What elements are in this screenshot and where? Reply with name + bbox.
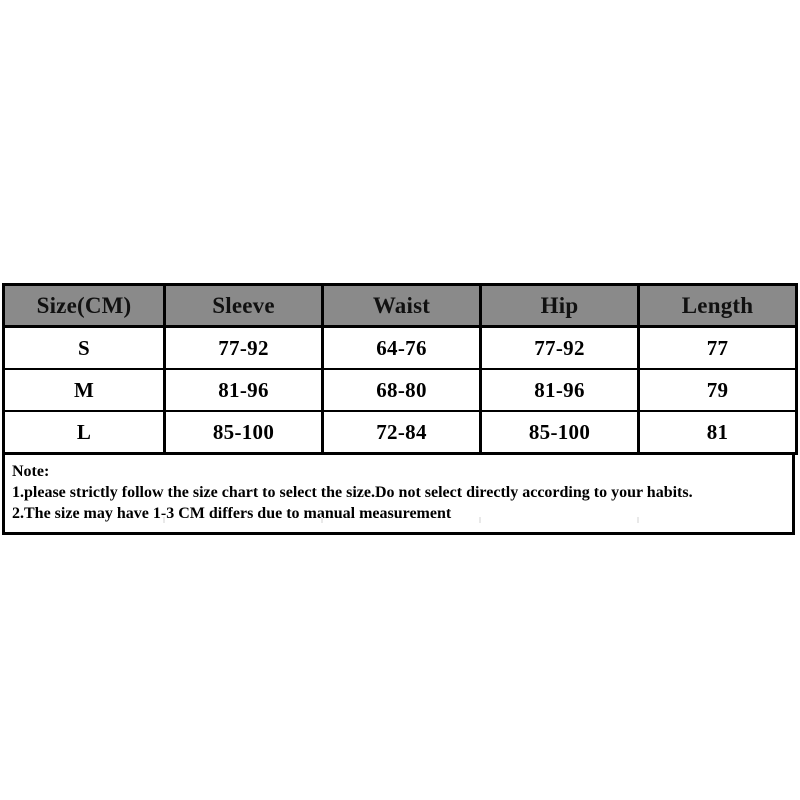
table-body: S 77-92 64-76 77-92 77 M 81-96 68-80 81-… [3, 326, 797, 455]
cell-hip: 85-100 [480, 411, 640, 455]
note-heading: Note: [12, 463, 50, 480]
cell-size: L [3, 411, 166, 455]
cell-sleeve: 85-100 [164, 411, 324, 455]
cell-sleeve: 81-96 [164, 369, 324, 412]
cell-sleeve: 77-92 [164, 326, 324, 370]
cell-size: S [3, 326, 166, 370]
column-header-waist: Waist [322, 284, 482, 328]
cell-hip: 81-96 [480, 369, 640, 412]
column-header-length: Length [638, 284, 797, 328]
cell-waist: 68-80 [322, 369, 482, 412]
cell-size: M [3, 369, 166, 412]
table-row: L 85-100 72-84 85-100 81 [3, 411, 797, 455]
cell-waist: 64-76 [322, 326, 482, 370]
column-tick-mark [479, 517, 481, 523]
column-header-hip: Hip [480, 284, 640, 328]
cell-length: 81 [638, 411, 797, 455]
column-tick-mark [321, 517, 323, 523]
cell-length: 77 [638, 326, 797, 370]
cell-hip: 77-92 [480, 326, 640, 370]
cell-waist: 72-84 [322, 411, 482, 455]
cell-length: 79 [638, 369, 797, 412]
note-box: Note: 1.please strictly follow the size … [2, 455, 795, 535]
column-tick-mark [637, 517, 639, 523]
table-header: Size(CM) Sleeve Waist Hip Length [3, 284, 797, 328]
size-chart-container: Size(CM) Sleeve Waist Hip Length S 77-92… [2, 283, 798, 535]
note-line-1: 1.please strictly follow the size chart … [12, 484, 693, 501]
note-line-2: 2.The size may have 1-3 CM differs due t… [12, 505, 452, 522]
size-chart-table: Size(CM) Sleeve Waist Hip Length S 77-92… [2, 283, 798, 455]
column-header-size: Size(CM) [3, 284, 166, 328]
table-row: S 77-92 64-76 77-92 77 [3, 326, 797, 370]
table-row: M 81-96 68-80 81-96 79 [3, 369, 797, 412]
column-tick-mark [163, 517, 165, 523]
header-row: Size(CM) Sleeve Waist Hip Length [3, 284, 797, 328]
column-header-sleeve: Sleeve [164, 284, 324, 328]
